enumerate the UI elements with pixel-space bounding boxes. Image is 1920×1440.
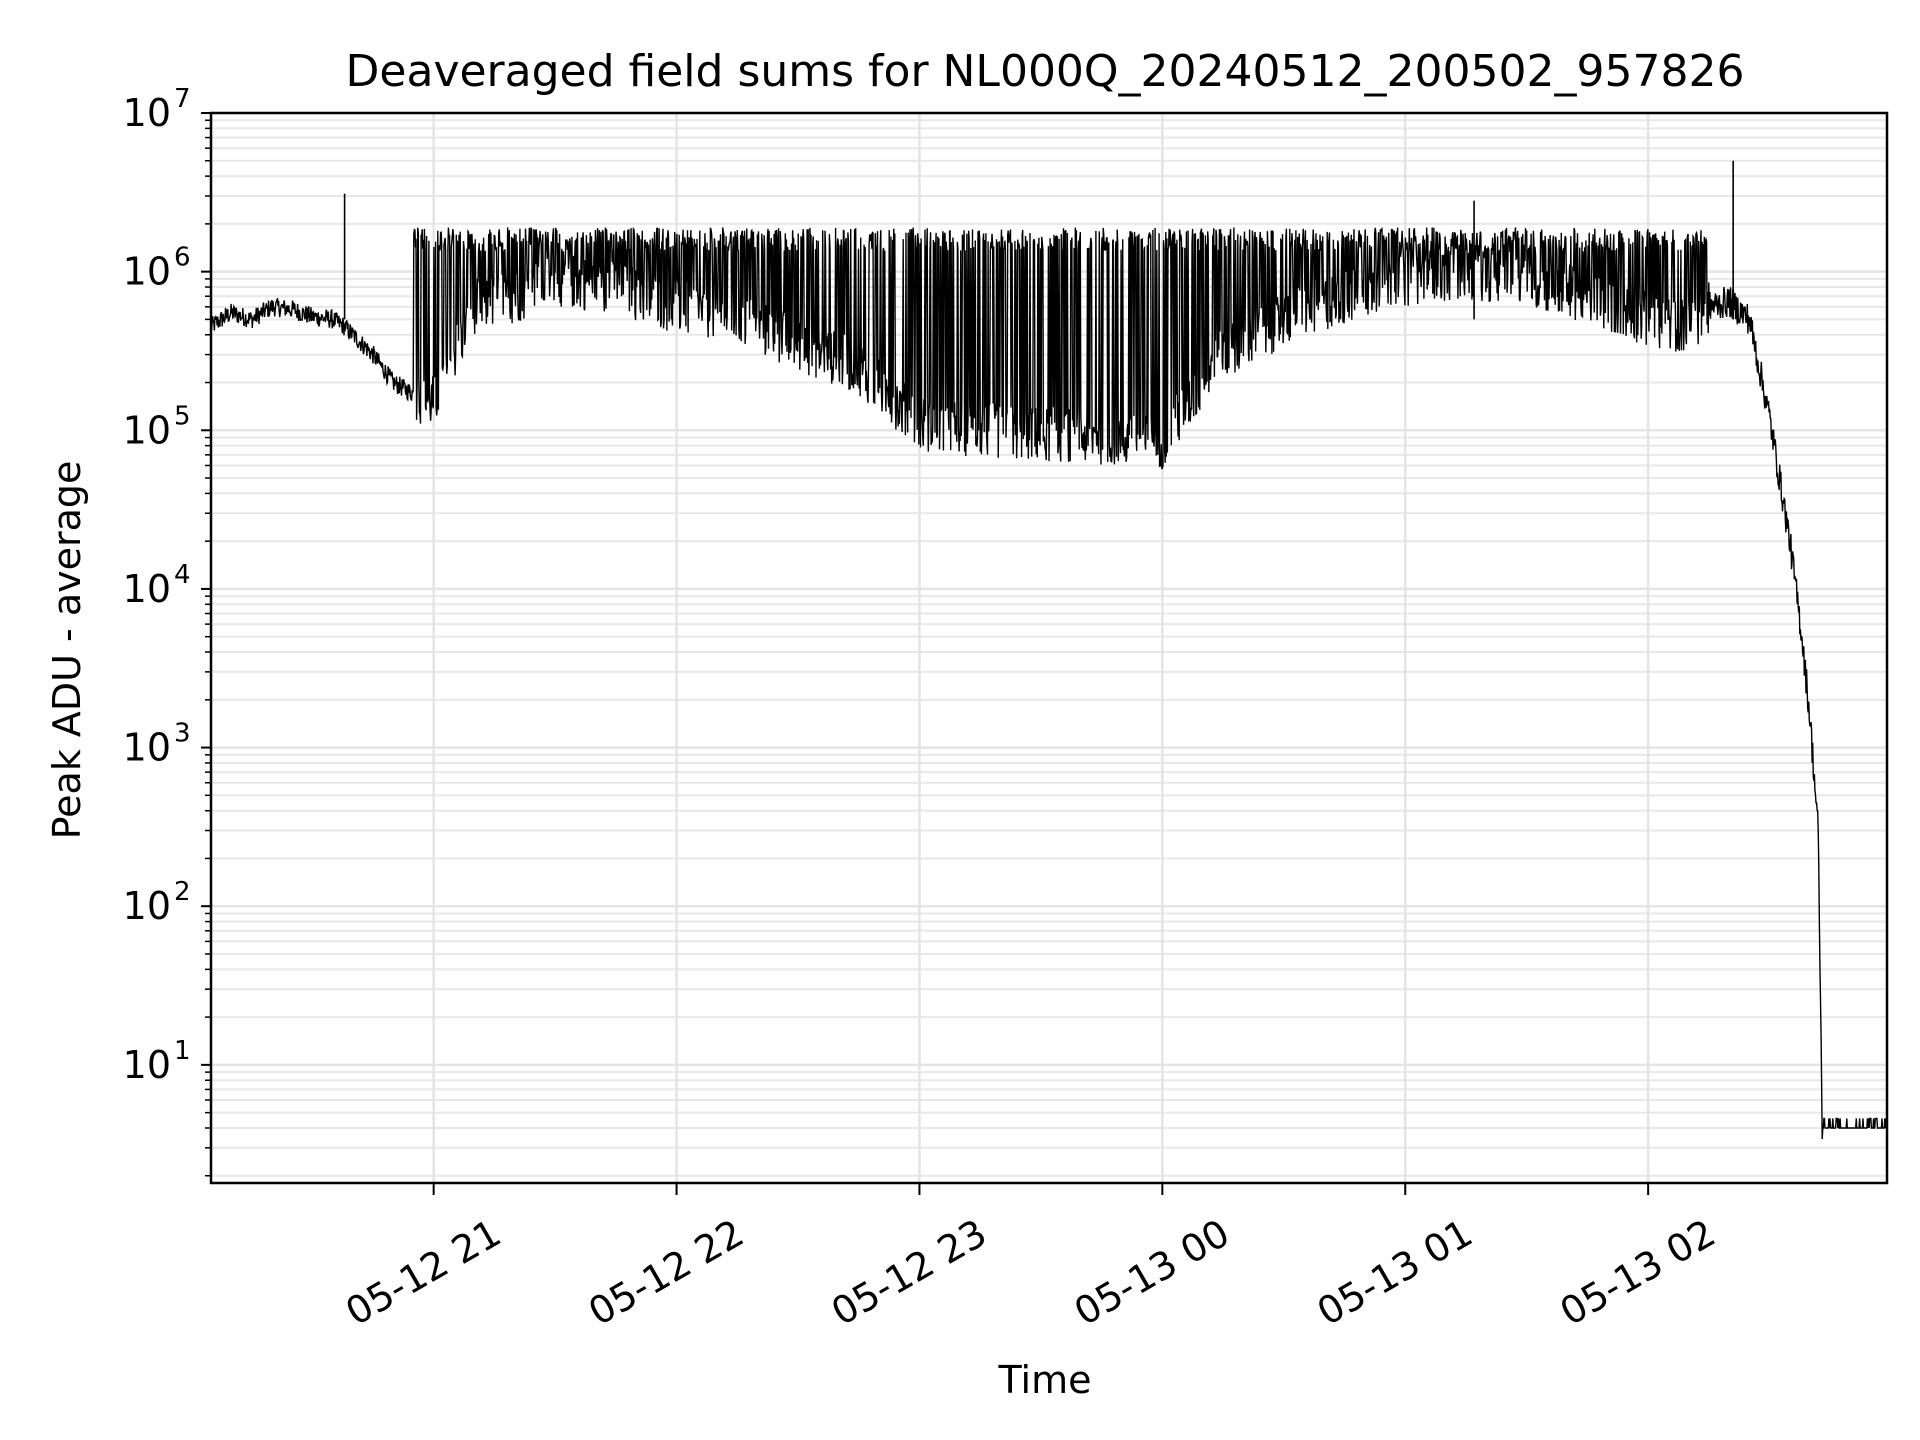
y-tick-exponent: 2 — [174, 877, 191, 907]
y-tick-label: 10 — [123, 408, 171, 452]
y-tick-exponent: 4 — [174, 560, 191, 590]
y-tick-exponent: 1 — [174, 1036, 191, 1066]
y-tick-label: 10 — [123, 726, 171, 770]
data-series — [210, 160, 1888, 1140]
x-tick-label: 05-13 00 — [1067, 1211, 1237, 1335]
y-tick-label: 10 — [123, 1043, 171, 1087]
x-tick-label: 05-12 23 — [824, 1211, 994, 1335]
y-tick-label: 10 — [123, 250, 171, 294]
x-tick-label: 05-13 02 — [1553, 1211, 1723, 1335]
y-tick-exponent: 7 — [174, 84, 191, 114]
y-tick-label: 10 — [123, 567, 171, 611]
x-axis-label: Time — [998, 1358, 1092, 1402]
y-tick-exponent: 3 — [174, 719, 191, 749]
y-tick-label: 10 — [123, 91, 171, 135]
chart-title: Deaveraged field sums for NL000Q_2024051… — [346, 46, 1745, 97]
x-tick-label: 05-13 01 — [1310, 1211, 1480, 1335]
y-axis-label: Peak ADU - average — [45, 461, 89, 840]
y-tick-exponent: 6 — [174, 243, 191, 273]
series-line — [210, 227, 1888, 1140]
y-tick-exponent: 5 — [174, 401, 191, 431]
x-tick-label: 05-12 21 — [338, 1211, 508, 1335]
y-tick-label: 10 — [123, 884, 171, 928]
x-tick-label: 05-12 22 — [581, 1211, 751, 1335]
plot-frame — [209, 111, 1889, 1185]
